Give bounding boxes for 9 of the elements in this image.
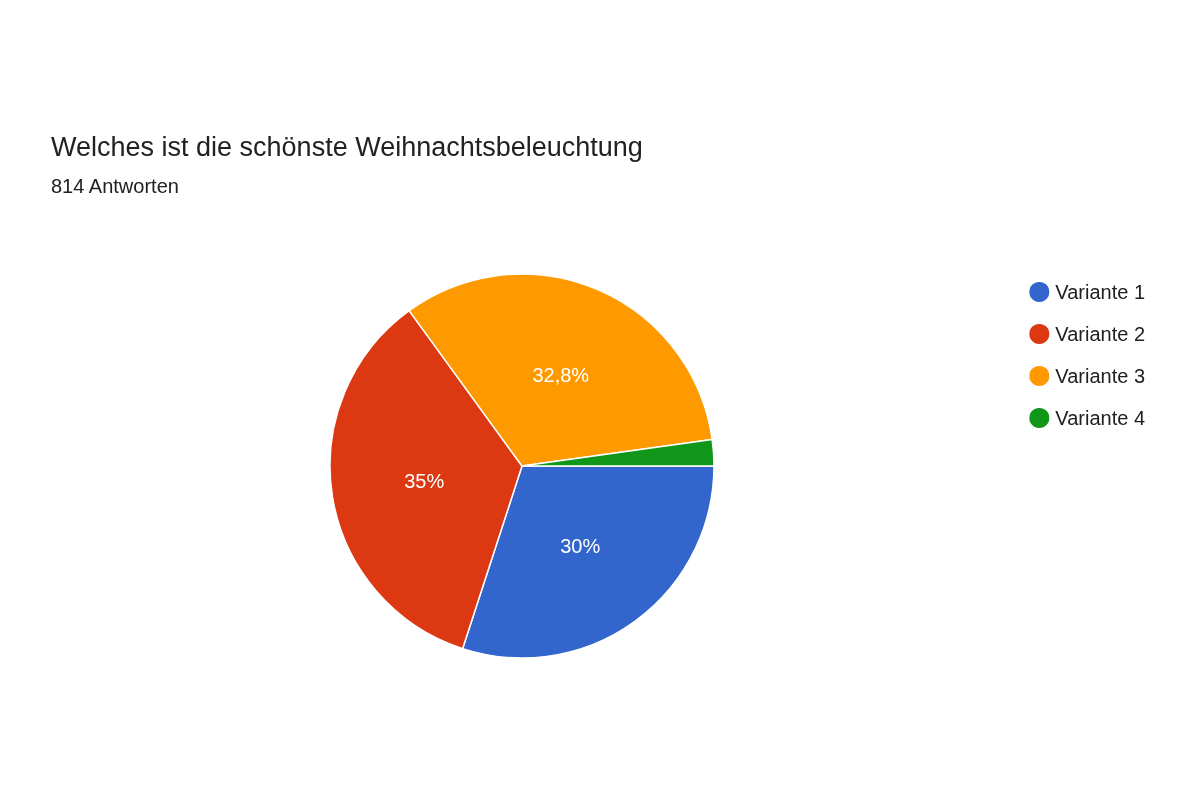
data-label: 32,8% [532,363,590,386]
data-label: 35% [404,470,445,493]
chart-title: Welches ist die schönste Weihnachtsbeleuchtung [51,131,643,162]
legend-label: Variante 2 [1055,323,1145,345]
text: 814 Antworten [51,175,179,197]
legend-label: Variante 1 [1055,281,1145,303]
data-label: 30% [560,535,601,558]
legend-label: Variante 3 [1055,365,1145,387]
legend-label: Variante 4 [1055,407,1145,429]
